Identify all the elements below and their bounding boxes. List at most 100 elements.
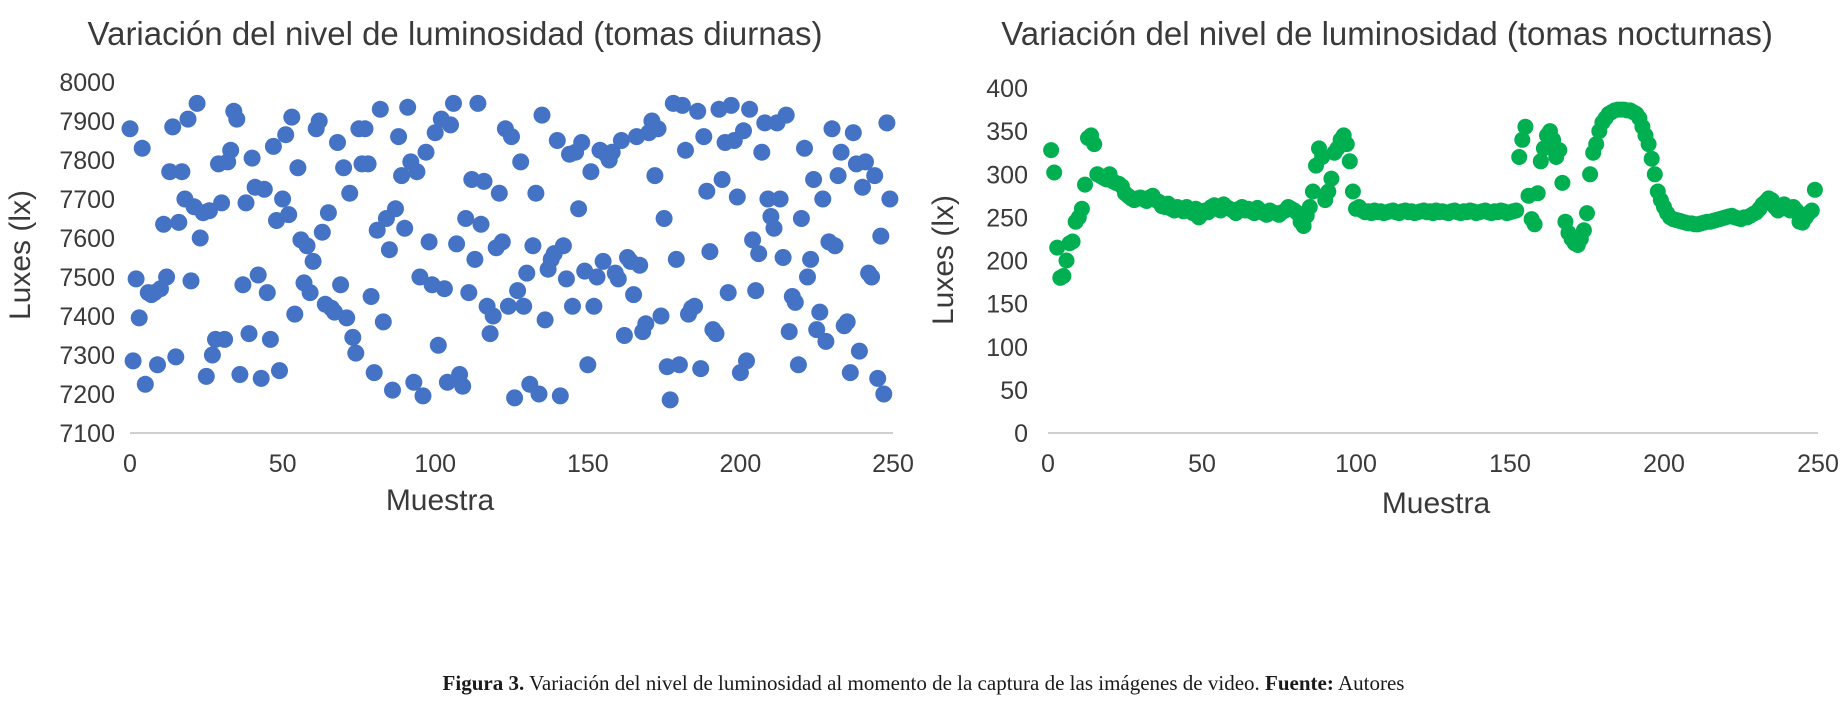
data-point: [774, 249, 792, 266]
data-point: [823, 120, 841, 138]
data-point: [612, 132, 630, 149]
data-point: [475, 172, 493, 190]
data-point: [280, 206, 298, 224]
data-point: [200, 202, 218, 220]
data-point: [167, 348, 185, 366]
source-text: Autores: [1333, 671, 1405, 695]
data-point: [741, 100, 759, 118]
data-point: [689, 102, 707, 120]
data-point: [844, 124, 862, 142]
data-point: [130, 309, 148, 327]
data-point: [524, 237, 542, 255]
data-point: [429, 336, 447, 354]
data-point: [695, 128, 713, 146]
data-point: [652, 307, 670, 325]
chart-title: Variación del nivel de luminosidad (toma…: [1001, 15, 1773, 52]
data-point: [380, 241, 398, 259]
data-point: [713, 171, 731, 188]
caption-text: Variación del nivel de luminosidad al mo…: [524, 671, 1266, 695]
data-point: [454, 377, 472, 395]
data-point: [533, 106, 551, 124]
data-point: [738, 352, 755, 370]
y-tick-label: 300: [986, 161, 1028, 189]
data-point: [878, 114, 896, 132]
chart-day: Variación del nivel de luminosidad (toma…: [4, 15, 914, 517]
data-point: [866, 167, 884, 185]
data-point: [417, 143, 435, 161]
data-point: [271, 362, 288, 380]
data-point: [1532, 153, 1549, 170]
y-tick-label: 7100: [59, 420, 115, 448]
data-point: [240, 325, 258, 343]
data-point: [161, 163, 179, 181]
data-point: [1575, 222, 1592, 239]
y-axis-label: Luxes (lx): [927, 195, 960, 325]
data-point: [875, 385, 893, 403]
data-point: [136, 375, 154, 393]
data-point: [792, 210, 810, 227]
data-point: [191, 229, 209, 247]
data-point: [121, 120, 139, 138]
point-group: [1043, 101, 1823, 286]
data-point: [164, 118, 182, 136]
data-point: [582, 163, 600, 181]
data-point: [753, 143, 771, 161]
x-tick-label: 200: [720, 450, 762, 478]
data-point: [301, 284, 319, 302]
data-point: [1579, 205, 1595, 222]
tick-group: 0 50 100 150 200 250 300 350 400 0 50 100 150 200 250: [986, 75, 1839, 478]
y-tick-label: 100: [986, 334, 1028, 362]
data-point: [1803, 202, 1820, 219]
data-point: [469, 94, 487, 112]
data-point: [512, 153, 530, 171]
data-point: [1055, 268, 1072, 284]
data-point: [1554, 174, 1571, 191]
data-point: [881, 190, 899, 208]
data-point: [188, 94, 206, 112]
data-point: [493, 233, 511, 251]
y-tick-label: 7400: [59, 303, 115, 331]
data-point: [735, 122, 752, 140]
data-point: [344, 328, 362, 346]
data-point: [222, 141, 240, 159]
data-point: [814, 190, 832, 208]
data-point: [838, 313, 856, 331]
data-point: [515, 297, 533, 315]
x-axis-label: Muestra: [386, 484, 495, 517]
figure-label: Figura 3.: [442, 671, 525, 695]
data-point: [670, 356, 688, 374]
data-point: [1338, 136, 1355, 153]
data-point: [264, 137, 282, 155]
data-point: [573, 134, 591, 151]
data-point: [460, 284, 478, 302]
data-point: [796, 139, 813, 157]
data-point: [780, 323, 798, 341]
data-point: [765, 219, 783, 237]
data-point: [1526, 216, 1543, 233]
data-point: [548, 132, 566, 149]
data-point: [1323, 170, 1340, 187]
data-point: [1086, 136, 1103, 153]
data-point: [554, 237, 572, 255]
data-point: [808, 321, 826, 339]
y-tick-label: 7600: [59, 225, 115, 253]
data-point: [817, 332, 835, 350]
data-point: [387, 200, 404, 218]
data-point: [536, 311, 554, 329]
data-point: [435, 280, 453, 298]
data-point: [1517, 118, 1534, 135]
data-point: [603, 143, 621, 161]
data-point: [149, 356, 166, 374]
data-point: [686, 297, 704, 315]
data-point: [1582, 166, 1599, 183]
data-point: [396, 219, 414, 237]
data-point: [1344, 183, 1361, 200]
data-point: [298, 237, 316, 255]
data-point: [359, 155, 377, 173]
x-tick-label: 0: [123, 450, 137, 478]
data-point: [1314, 149, 1331, 165]
data-point: [857, 153, 874, 171]
data-point: [365, 364, 383, 382]
data-point: [362, 288, 380, 305]
data-point: [426, 124, 444, 142]
